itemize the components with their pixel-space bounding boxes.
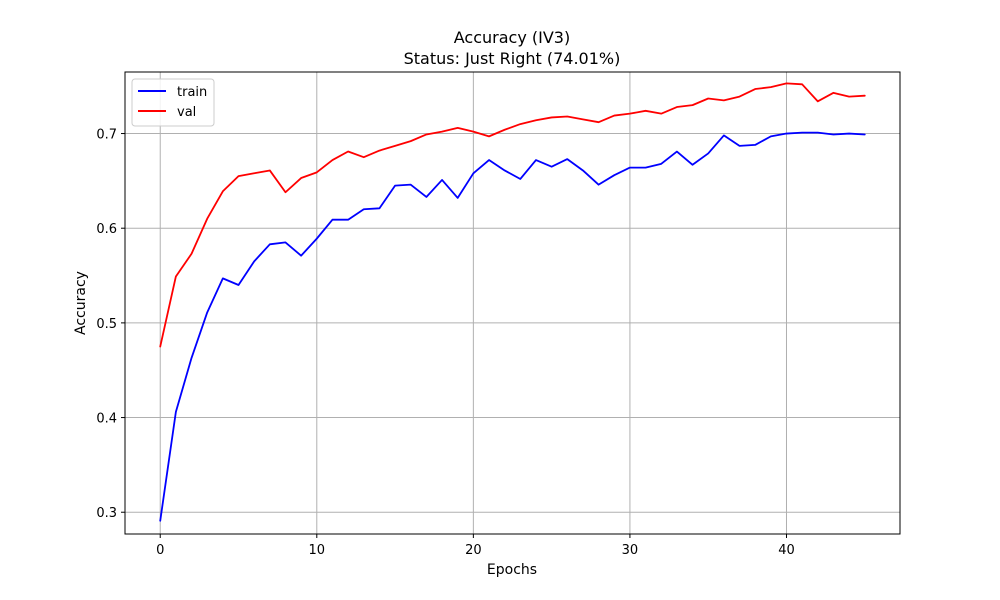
legend-train-label: train [177, 85, 207, 100]
series-line-val [159, 82, 866, 348]
legend: train val [131, 78, 215, 127]
x-tick-label: 30 [622, 543, 639, 558]
y-tick-label: 0.4 [96, 412, 117, 427]
x-tick-label: 10 [309, 543, 326, 558]
y-tick-label: 0.7 [96, 128, 117, 143]
x-axis-label: Epochs [487, 562, 537, 578]
plot-frame [124, 71, 901, 535]
axis-ticks: 0 10 20 30 40 0.3 0.4 0.5 0.6 0.7 [96, 128, 794, 558]
y-tick-label: 0.3 [96, 506, 117, 521]
grid [125, 72, 900, 534]
legend-val-label: val [177, 105, 196, 120]
y-tick-label: 0.6 [96, 222, 117, 237]
x-tick-label: 0 [156, 543, 164, 558]
y-axis-label: Accuracy [73, 271, 89, 335]
y-tick-label: 0.5 [96, 317, 117, 332]
chart-title: Accuracy (IV3) [454, 28, 570, 47]
x-tick-label: 20 [465, 543, 482, 558]
series-line-train [159, 131, 866, 522]
x-tick-label: 40 [778, 543, 795, 558]
chart-subtitle: Status: Just Right (74.01%) [404, 49, 621, 68]
series-lines [159, 82, 866, 522]
